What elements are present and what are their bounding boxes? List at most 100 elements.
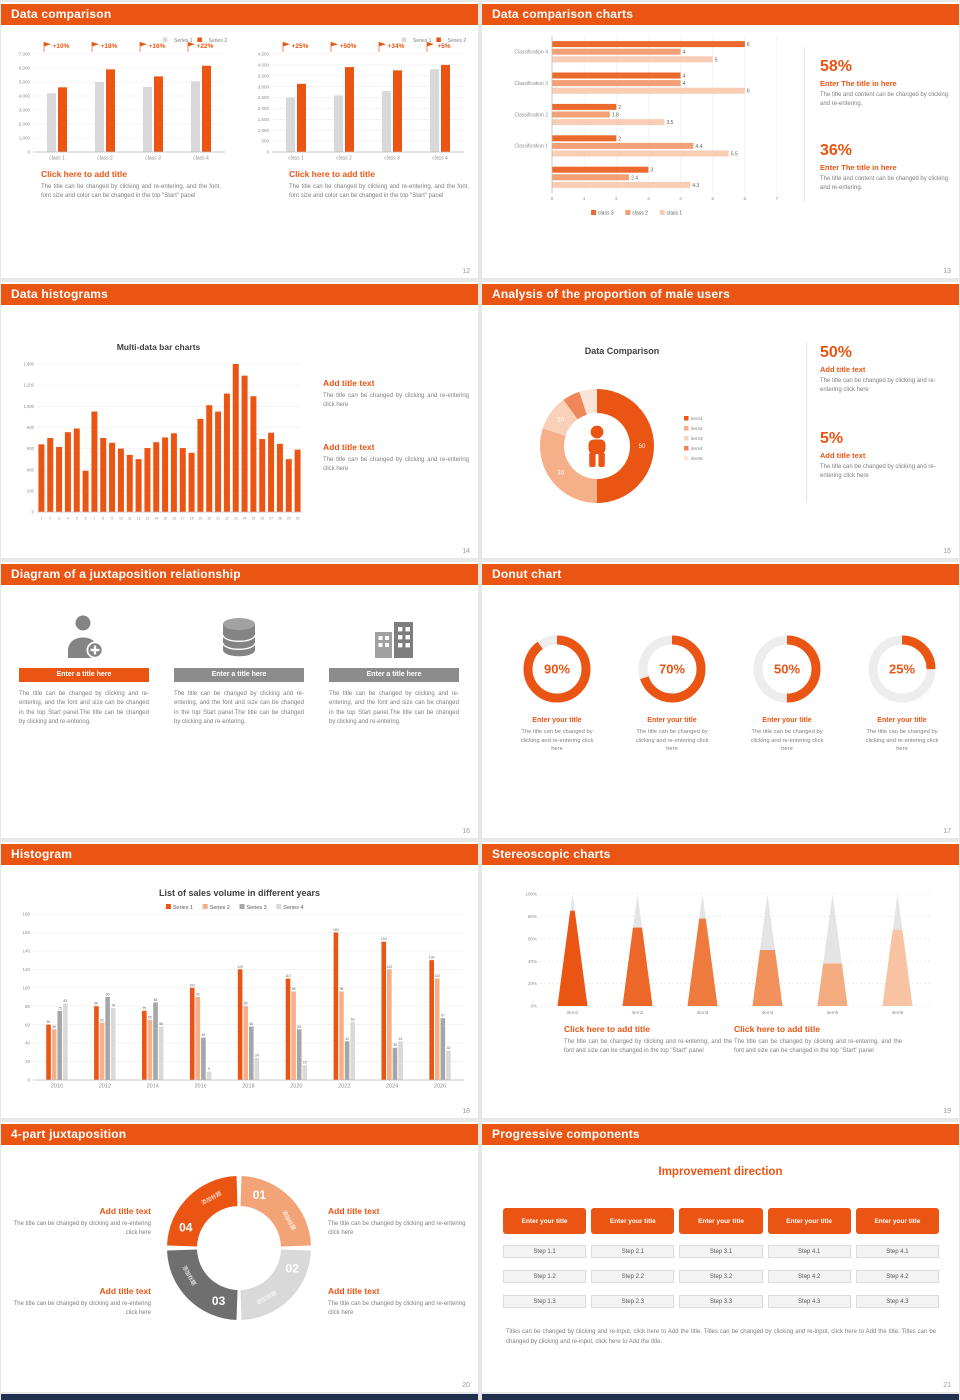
svg-text:class 4: class 4: [193, 156, 209, 162]
svg-text:4: 4: [679, 196, 682, 202]
section-title: Improvement direction: [658, 1166, 783, 1178]
svg-text:80: 80: [244, 1002, 248, 1006]
stat-title[interactable]: Enter The title in here: [820, 79, 897, 88]
svg-text:2.4: 2.4: [631, 175, 638, 181]
svg-text:50%: 50%: [774, 662, 800, 677]
caption-title[interactable]: Add title text: [328, 1206, 380, 1216]
caption-block: Add title text The title can be changed …: [323, 378, 469, 411]
svg-text:4: 4: [683, 81, 686, 87]
step-box[interactable]: Step 4.3: [767, 1295, 851, 1308]
svg-text:80%: 80%: [528, 914, 537, 919]
enter-title-button[interactable]: Enter your title: [855, 1208, 940, 1234]
donut-gauge: 50%: [750, 632, 824, 706]
enter-title-button[interactable]: Enter your title: [503, 1208, 587, 1234]
step-box[interactable]: Step 1.2: [503, 1270, 587, 1283]
slide-13-data-comparison-charts[interactable]: Data comparison charts 0 1 2 3 4 5 6 7 Classific…: [482, 2, 959, 278]
step-box[interactable]: Step 2.1: [591, 1245, 675, 1258]
slide-12-data-comparison[interactable]: Data comparison Series 2 Series 1 7,000 6,0…: [1, 2, 478, 278]
step-box[interactable]: Step 4.1: [855, 1245, 940, 1258]
svg-text:14: 14: [154, 517, 158, 521]
slide-header-bar: Histogram: [1, 844, 478, 865]
step-box[interactable]: Step 2.2: [591, 1270, 675, 1283]
svg-text:item2: item2: [691, 426, 703, 432]
gauge-title[interactable]: Enter your title: [647, 717, 697, 724]
caption-title[interactable]: Add title text: [323, 378, 375, 388]
stat-title[interactable]: Enter The title in here: [820, 163, 897, 172]
svg-text:42: 42: [345, 1037, 349, 1041]
title-bar[interactable]: Enter a title here: [329, 668, 459, 682]
caption-body: The title can be changed by clicking and…: [564, 1039, 732, 1055]
svg-text:3.5: 3.5: [667, 120, 674, 126]
svg-text:4: 4: [683, 50, 686, 56]
step-box[interactable]: Step 1.1: [503, 1245, 587, 1258]
enter-title-button[interactable]: Enter your title: [679, 1208, 763, 1234]
slide-title: 4-part juxtaposition: [11, 1127, 127, 1141]
slide-15-male-users-proportion[interactable]: Analysis of the proportion of male users…: [482, 282, 959, 558]
caption-title[interactable]: Add title text: [328, 1286, 380, 1296]
slide-18-histogram[interactable]: Histogram List of sales volume in differ…: [1, 842, 478, 1118]
svg-text:7,000: 7,000: [19, 52, 31, 57]
caption-title[interactable]: Click here to add title: [41, 169, 127, 179]
step-box[interactable]: Step 2.3: [591, 1295, 675, 1308]
slide-16-juxtaposition-diagram[interactable]: Diagram of a juxtaposition relationship: [1, 562, 478, 838]
stat-value: 50%: [820, 344, 853, 361]
svg-text:item3: item3: [691, 436, 703, 442]
svg-text:46: 46: [202, 1033, 206, 1037]
step-box[interactable]: Step 4.2: [855, 1270, 940, 1283]
stat-title[interactable]: Add title text: [820, 365, 866, 374]
database-icon: [174, 614, 304, 666]
slide-21-progressive-components[interactable]: Progressive components Improvement direc…: [482, 1122, 959, 1392]
step-box[interactable]: Step 4.2: [767, 1270, 851, 1283]
svg-text:60: 60: [25, 1022, 31, 1027]
svg-text:40: 40: [25, 1041, 31, 1046]
grouped-column-chart: Series 2 Series 1 4,500 4,000 3,500 3,000 2,50…: [248, 36, 468, 164]
gauge-title[interactable]: Enter your title: [532, 717, 582, 724]
step-box[interactable]: Step 3.1: [679, 1245, 763, 1258]
slide-14-data-histograms[interactable]: Data histograms Multi-data bar charts 1,…: [1, 282, 478, 558]
svg-text:160: 160: [22, 930, 30, 935]
svg-text:70%: 70%: [659, 662, 685, 677]
caption-body: The title can be changed by clicking and…: [289, 184, 469, 200]
step-box[interactable]: Step 1.3: [503, 1295, 587, 1308]
step-box[interactable]: Step 4.3: [855, 1295, 940, 1308]
next-slide-edge: [1, 1394, 478, 1400]
slide-17-donut-chart[interactable]: Donut chart 90% Enter your title The tit…: [482, 562, 959, 838]
svg-text:item1: item1: [691, 416, 703, 422]
caption-title[interactable]: Click here to add title: [564, 1024, 650, 1034]
svg-text:90%: 90%: [544, 662, 570, 677]
title-bar[interactable]: Enter a title here: [174, 668, 304, 682]
svg-text:42: 42: [399, 1037, 403, 1041]
donut-gauge: 90%: [520, 632, 594, 706]
step-box[interactable]: Step 3.2: [679, 1270, 763, 1283]
gauge-title[interactable]: Enter your title: [762, 717, 812, 724]
step-box[interactable]: Step 3.3: [679, 1295, 763, 1308]
slide-title: Data histograms: [11, 287, 109, 301]
svg-text:18: 18: [190, 517, 194, 521]
svg-text:150: 150: [381, 937, 387, 941]
svg-text:04: 04: [179, 1221, 193, 1235]
gauge-title[interactable]: Enter your title: [877, 717, 927, 724]
stat-value: 58%: [820, 58, 853, 75]
slide-19-stereoscopic-charts[interactable]: Stereoscopic charts 100% 80% 60% 40% 20% 0% it…: [482, 842, 959, 1118]
caption-title[interactable]: Add title text: [99, 1206, 151, 1216]
step-column: Enter your title Step 4.1 Step 4.2 Step 4.3: [767, 1208, 851, 1308]
step-box[interactable]: Step 4.1: [767, 1245, 851, 1258]
enter-title-button[interactable]: Enter your title: [591, 1208, 675, 1234]
donut-chart: 50 30 10 item1 item2 item3 item4 item5: [502, 360, 737, 532]
svg-text:180: 180: [22, 912, 30, 917]
caption-title[interactable]: Add title text: [99, 1286, 151, 1296]
enter-title-button[interactable]: Enter your title: [767, 1208, 851, 1234]
slide-header-bar: Stereoscopic charts: [482, 844, 959, 865]
horizontal-bar-chart: 0 1 2 3 4 5 6 7 Classification 4 6 4 5 Classificatio…: [490, 32, 795, 217]
slide-title: Data comparison: [11, 7, 112, 21]
svg-text:28: 28: [278, 517, 282, 521]
svg-text:80: 80: [95, 1002, 99, 1006]
slide-title: Stereoscopic charts: [492, 847, 611, 861]
svg-text:75: 75: [58, 1006, 62, 1010]
title-bar[interactable]: Enter a title here: [19, 668, 149, 682]
caption-title[interactable]: Add title text: [323, 442, 375, 452]
caption-title[interactable]: Click here to add title: [289, 169, 375, 179]
stat-title[interactable]: Add title text: [820, 451, 866, 460]
slide-20-4-part-juxtaposition[interactable]: 4-part juxtaposition 01 添加标题 02 添加标题 03 添加标题 0…: [1, 1122, 478, 1392]
caption-title[interactable]: Click here to add title: [734, 1024, 820, 1034]
